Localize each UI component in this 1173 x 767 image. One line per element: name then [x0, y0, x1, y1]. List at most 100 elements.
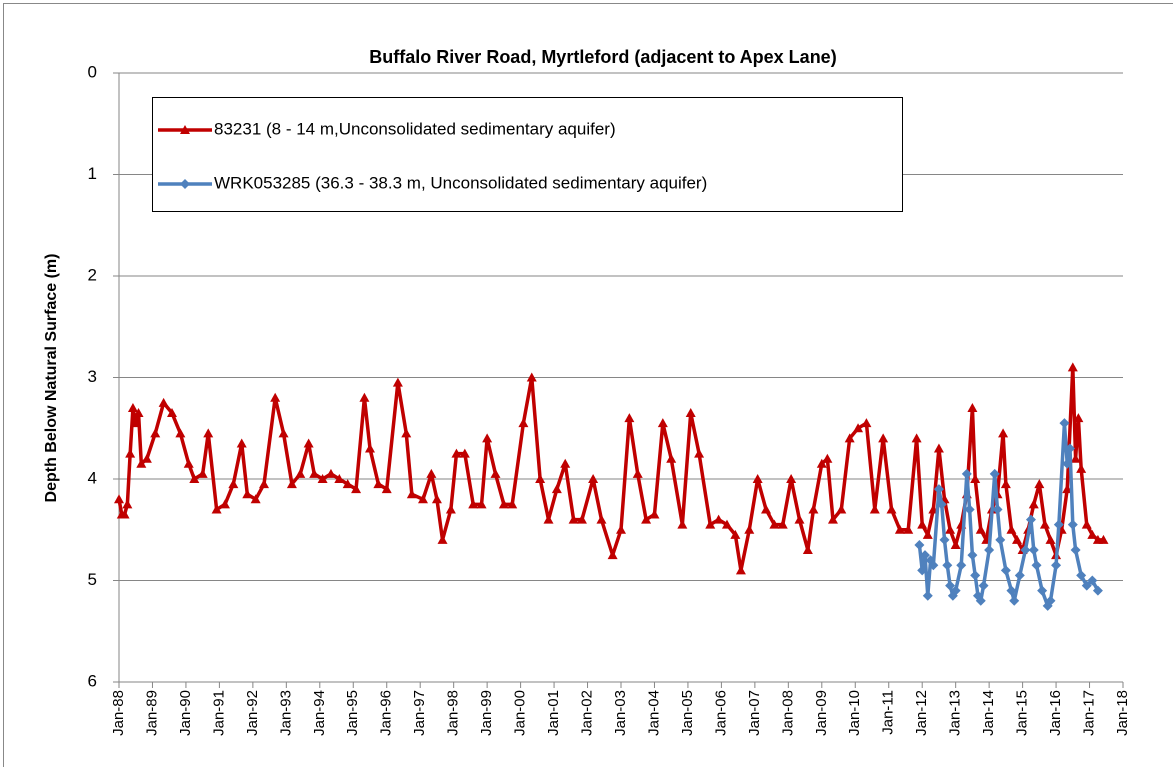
- data-point: [141, 453, 152, 463]
- data-point: [786, 474, 797, 483]
- data-point: [769, 519, 780, 529]
- data-point: [822, 453, 833, 463]
- data-point: [1037, 585, 1048, 596]
- data-point: [1070, 453, 1081, 463]
- data-point: [777, 519, 788, 529]
- data-point: [401, 428, 412, 438]
- x-tick-label: Jan-07: [746, 690, 763, 736]
- data-point: [175, 428, 186, 438]
- legend-label: 83231 (8 - 14 m,Unconsolidated sedimenta…: [214, 119, 616, 138]
- data-point: [730, 529, 741, 539]
- data-point: [1087, 529, 1098, 539]
- x-tick-label: Jan-96: [378, 690, 395, 736]
- data-point: [1065, 443, 1076, 454]
- x-tick-label: Jan-01: [545, 690, 562, 736]
- data-point: [119, 509, 130, 519]
- data-point: [616, 524, 626, 534]
- data-point: [995, 534, 1006, 545]
- data-point: [964, 504, 975, 515]
- data-point: [459, 448, 470, 458]
- x-tick-label: Jan-13: [947, 690, 964, 736]
- data-point: [1012, 534, 1023, 544]
- data-point: [861, 418, 872, 428]
- data-point: [1062, 458, 1073, 469]
- data-point: [1053, 519, 1064, 530]
- data-point: [342, 479, 353, 489]
- data-point: [1076, 570, 1087, 581]
- x-tick-label: Jan-99: [478, 690, 495, 736]
- legend-marker: [180, 179, 190, 189]
- data-point: [551, 484, 562, 494]
- data-point: [334, 474, 345, 483]
- data-point: [1073, 413, 1084, 423]
- data-point: [259, 479, 270, 489]
- data-point: [133, 408, 144, 418]
- y-tick-label: 2: [88, 265, 97, 284]
- x-tick-label: Jan-89: [143, 690, 160, 736]
- data-point: [632, 468, 643, 478]
- data-point: [1020, 545, 1031, 556]
- data-point: [744, 524, 755, 534]
- data-point: [526, 372, 537, 382]
- data-point: [183, 458, 194, 468]
- data-point: [967, 550, 978, 561]
- data-point: [197, 468, 208, 478]
- x-tick-label: Jan-08: [779, 690, 796, 736]
- data-point: [417, 494, 428, 504]
- x-tick-label: Jan-12: [913, 690, 930, 736]
- data-point: [560, 458, 571, 468]
- x-tick-label: Jan-94: [311, 690, 328, 736]
- data-point: [1062, 484, 1073, 494]
- data-point: [919, 550, 930, 561]
- data-point: [1092, 585, 1103, 596]
- data-point: [735, 565, 746, 575]
- data-point: [1025, 514, 1036, 525]
- x-tick-label: Jan-02: [579, 690, 596, 736]
- data-point: [426, 468, 437, 478]
- data-point: [1045, 595, 1056, 606]
- data-point: [468, 499, 479, 509]
- data-point: [136, 458, 147, 468]
- data-point: [970, 474, 981, 483]
- data-point: [1006, 524, 1017, 534]
- y-tick-label: 6: [88, 671, 97, 690]
- data-point: [250, 494, 261, 504]
- data-point: [794, 514, 805, 524]
- data-point: [1009, 595, 1020, 606]
- data-point: [917, 565, 928, 576]
- data-point: [431, 494, 442, 504]
- x-tick-label: Jan-00: [512, 690, 529, 736]
- legend-label: WRK053285 (36.3 - 38.3 m, Unconsolidated…: [214, 173, 707, 192]
- data-point: [482, 433, 493, 443]
- data-point: [685, 408, 696, 418]
- x-tick-label: Jan-10: [846, 690, 863, 736]
- data-point: [1028, 545, 1039, 556]
- data-point: [1070, 545, 1081, 556]
- data-point: [933, 443, 944, 453]
- data-point: [970, 570, 981, 581]
- x-tick-label: Jan-97: [411, 690, 428, 736]
- data-point: [166, 408, 177, 418]
- data-point: [317, 474, 328, 483]
- data-point: [721, 519, 732, 529]
- data-point: [498, 499, 509, 509]
- data-point: [886, 504, 897, 514]
- data-point: [359, 392, 370, 402]
- data-point: [1014, 570, 1025, 581]
- x-tick-label: Jan-03: [612, 690, 629, 736]
- data-point: [242, 489, 253, 499]
- data-point: [127, 402, 138, 412]
- data-point: [961, 468, 972, 479]
- data-point: [518, 418, 529, 428]
- x-tick-label: Jan-17: [1081, 690, 1098, 736]
- data-point: [365, 443, 375, 453]
- data-point: [1059, 418, 1070, 429]
- data-point: [942, 560, 953, 571]
- x-tick-label: Jan-09: [813, 690, 830, 736]
- data-point: [827, 514, 838, 524]
- data-point: [945, 524, 956, 534]
- data-point: [677, 519, 688, 529]
- data-point: [802, 545, 813, 555]
- x-tick-label: Jan-95: [344, 690, 361, 736]
